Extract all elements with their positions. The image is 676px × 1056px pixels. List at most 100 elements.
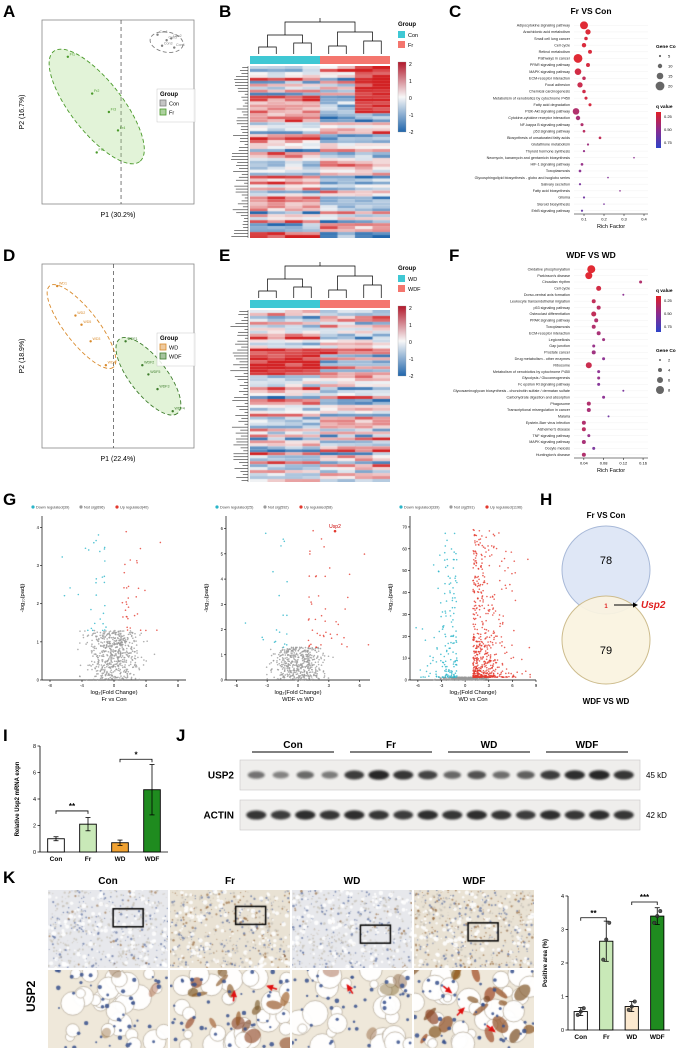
panel-label-j: J [176, 726, 186, 745]
svg-text:Oocyte meiosis: Oocyte meiosis [545, 447, 570, 451]
svg-text:45 kD: 45 kD [646, 771, 667, 780]
svg-text:6: 6 [668, 378, 671, 383]
svg-text:Chemical carcinogenesis: Chemical carcinogenesis [529, 90, 570, 94]
svg-text:2: 2 [221, 627, 224, 632]
svg-text:Group: Group [160, 92, 178, 98]
svg-text:Malaria: Malaria [558, 415, 571, 419]
svg-text:P2 (18.9%): P2 (18.9%) [19, 338, 26, 373]
svg-text:Relative Usp2 mRNA expn: Relative Usp2 mRNA expn [15, 761, 21, 836]
svg-text:Transcriptional misregulation: Transcriptional misregulation in cancer [507, 408, 571, 412]
svg-text:ECM-receptor interaction: ECM-receptor interaction [529, 76, 570, 80]
ihc-image-fr-low [170, 890, 290, 968]
svg-text:log₂(Fold Change): log₂(Fold Change) [90, 690, 137, 696]
pca-plot-wd-vs-wdf: WD1 WD2 WD3 WD4 WD5 WDF1 WDF2 WDF3 WDF4 WDF5 P1 (2… [19, 263, 196, 463]
volcano-wdf-vs-wd: Down regulated(25) Not sig(592) Up regulat… [204, 505, 370, 703]
ihc-image-wdf-high [414, 970, 534, 1048]
heatmap-decor-wd-wdf: Group WD WDF 2 1 0 -1 -2 [230, 262, 421, 482]
svg-text:60: 60 [402, 546, 407, 551]
svg-text:P1 (22.4%): P1 (22.4%) [100, 456, 135, 463]
ihc-col-header-wdf: WDF [462, 876, 486, 887]
svg-text:4: 4 [145, 683, 148, 688]
svg-text:Fr2: Fr2 [94, 89, 99, 93]
svg-text:Focal adhesion: Focal adhesion [545, 83, 570, 87]
svg-text:40: 40 [402, 590, 407, 595]
svg-text:0.1: 0.1 [581, 217, 587, 222]
svg-text:70: 70 [402, 524, 407, 529]
svg-text:0: 0 [464, 683, 467, 688]
svg-text:-2: -2 [409, 374, 414, 380]
ihc-col-header-con: Con [98, 876, 118, 887]
svg-text:WDF: WDF [145, 856, 160, 863]
svg-text:0.25: 0.25 [664, 114, 673, 119]
svg-text:4: 4 [668, 368, 671, 373]
svg-text:Pathways in cancer: Pathways in cancer [538, 57, 571, 61]
svg-text:0.50: 0.50 [664, 311, 673, 316]
svg-text:WD2: WD2 [77, 311, 85, 315]
svg-text:p53 signaling pathway: p53 signaling pathway [534, 129, 571, 133]
svg-text:Osteoclast differentiation: Osteoclast differentiation [529, 312, 570, 316]
ihc-image-fr-high [170, 970, 290, 1048]
svg-text:Fr vs Con: Fr vs Con [101, 697, 126, 703]
svg-text:Gene Count: Gene Count [656, 348, 676, 354]
svg-text:Up regulated(1196): Up regulated(1196) [490, 506, 523, 510]
ihc-row-label: USP2 [24, 980, 38, 1012]
panel-label-h: H [540, 490, 553, 509]
svg-text:Prostate cancer: Prostate cancer [544, 351, 571, 355]
svg-text:Fr5: Fr5 [99, 148, 104, 152]
svg-text:**: ** [69, 802, 76, 811]
svg-text:log₂(Fold Change): log₂(Fold Change) [274, 690, 321, 696]
svg-text:Huntington's disease: Huntington's disease [536, 453, 570, 457]
svg-text:8: 8 [668, 388, 671, 393]
svg-text:-8: -8 [48, 683, 52, 688]
svg-text:Not sig(696): Not sig(696) [84, 506, 105, 510]
svg-text:Rich Factor: Rich Factor [597, 468, 625, 474]
svg-text:4: 4 [33, 797, 36, 803]
svg-text:Glycosaminoglycan biosynthesis: Glycosaminoglycan biosynthesis - chondro… [453, 389, 570, 393]
svg-text:Leukocyte transendothelial mig: Leukocyte transendothelial migration [510, 299, 570, 303]
svg-text:MAPK signaling pathway: MAPK signaling pathway [529, 440, 570, 444]
svg-text:10: 10 [668, 64, 673, 69]
svg-text:Neomycin, kanamycin and gentam: Neomycin, kanamycin and gentamicin biosy… [487, 156, 571, 160]
panel-label-d: D [3, 246, 16, 265]
svg-text:2: 2 [33, 824, 36, 830]
svg-text:Glutathione metabolism: Glutathione metabolism [531, 143, 570, 147]
svg-text:Fr: Fr [386, 740, 396, 751]
svg-text:0.04: 0.04 [580, 461, 589, 466]
panel-label-f: F [449, 246, 460, 265]
svg-text:0.2: 0.2 [601, 217, 607, 222]
panel-label-c: C [449, 2, 462, 21]
svg-text:Toxoplasmosis: Toxoplasmosis [546, 325, 570, 329]
svg-text:1: 1 [37, 639, 40, 644]
svg-text:q value: q value [656, 104, 673, 110]
svg-text:-1: -1 [409, 113, 414, 119]
svg-text:0.08: 0.08 [600, 461, 609, 466]
svg-text:Glioma: Glioma [558, 196, 571, 200]
svg-text:Fr VS Con: Fr VS Con [587, 511, 626, 520]
svg-text:WDF: WDF [408, 287, 421, 293]
svg-text:2: 2 [668, 358, 671, 363]
svg-text:-2: -2 [409, 130, 414, 136]
svg-text:Fr: Fr [408, 43, 413, 49]
svg-text:-log₁₀(padj): -log₁₀(padj) [20, 584, 26, 613]
svg-text:1: 1 [409, 323, 412, 329]
panel-label-k: K [3, 868, 16, 887]
svg-text:Salivary secretion: Salivary secretion [541, 182, 570, 186]
svg-text:WD vs Con: WD vs Con [458, 697, 487, 703]
svg-text:WD: WD [115, 856, 126, 863]
svg-text:4: 4 [221, 577, 224, 582]
svg-text:0.75: 0.75 [664, 324, 673, 329]
svg-text:Group: Group [160, 336, 178, 342]
svg-text:6: 6 [359, 683, 362, 688]
svg-text:Con: Con [50, 856, 63, 863]
svg-text:Thyroid hormone synthesis: Thyroid hormone synthesis [526, 149, 570, 153]
svg-text:WDF: WDF [576, 740, 599, 751]
ihc-image-wd-low [292, 890, 412, 968]
svg-text:3: 3 [488, 683, 491, 688]
svg-text:Down regulated(25): Down regulated(25) [220, 506, 254, 510]
svg-text:Gap junction: Gap junction [549, 344, 570, 348]
svg-text:Dorso-ventral axis formation: Dorso-ventral axis formation [524, 293, 570, 297]
svg-text:0.25: 0.25 [664, 298, 673, 303]
svg-text:Phagosome: Phagosome [550, 402, 570, 406]
